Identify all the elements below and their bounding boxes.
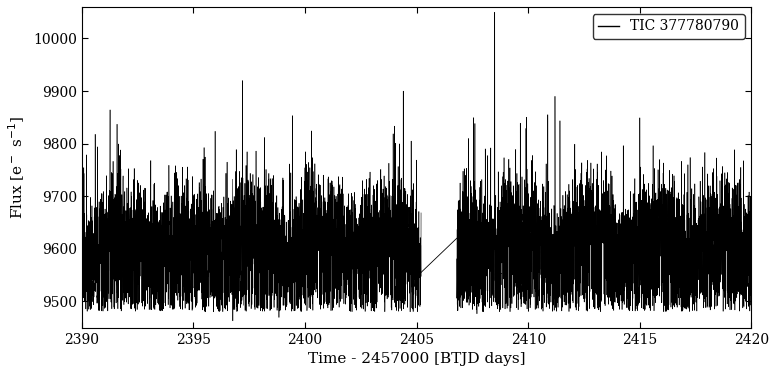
Legend: TIC 377780790: TIC 377780790: [593, 14, 744, 39]
Y-axis label: Flux [e$^-$ s$^{-1}$]: Flux [e$^-$ s$^{-1}$]: [7, 116, 27, 219]
X-axis label: Time - 2457000 [BTJD days]: Time - 2457000 [BTJD days]: [308, 352, 525, 366]
